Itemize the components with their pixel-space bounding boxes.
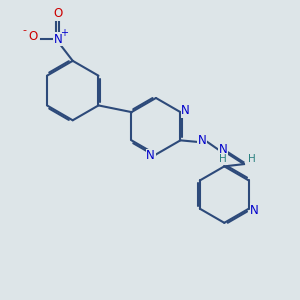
Text: N: N — [146, 149, 155, 162]
Text: H: H — [219, 154, 227, 164]
Text: +: + — [60, 28, 68, 38]
Text: -: - — [22, 25, 26, 35]
Text: N: N — [250, 204, 259, 217]
Text: N: N — [53, 33, 62, 46]
Text: N: N — [197, 134, 206, 147]
Text: O: O — [53, 8, 62, 20]
Text: O: O — [28, 30, 37, 43]
Text: H: H — [248, 154, 256, 164]
Text: N: N — [219, 143, 228, 156]
Text: N: N — [182, 104, 190, 117]
